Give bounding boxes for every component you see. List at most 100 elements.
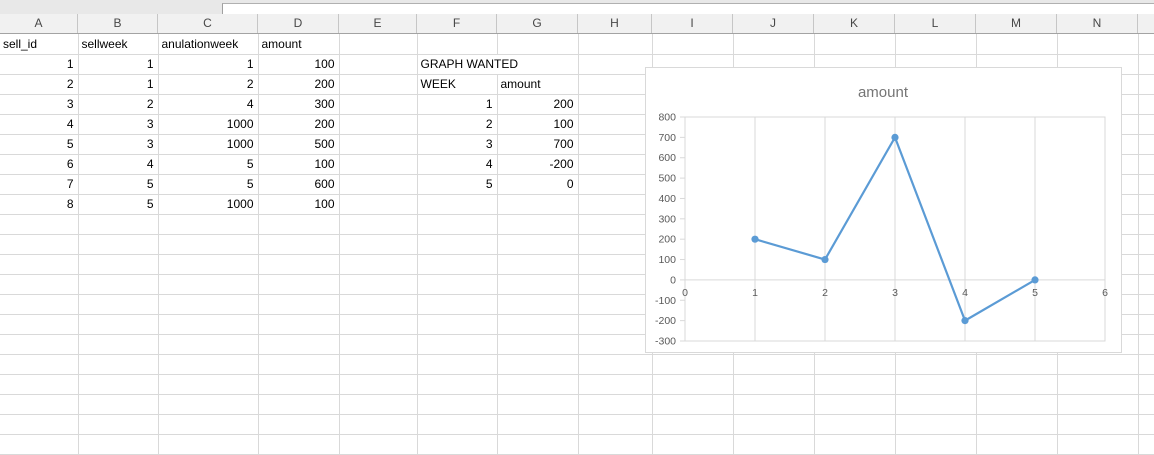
cell-X13[interactable] — [1138, 274, 1154, 295]
cell-B7[interactable]: 4 — [78, 154, 159, 175]
cell-M20[interactable] — [976, 414, 1058, 435]
cell-H21[interactable] — [578, 434, 653, 455]
cell-D14[interactable] — [258, 294, 340, 315]
cell-D9[interactable]: 100 — [258, 194, 340, 215]
cell-C3[interactable]: 2 — [158, 74, 259, 95]
cell-X10[interactable] — [1138, 214, 1154, 235]
cell-I18[interactable] — [652, 374, 734, 395]
cell-L19[interactable] — [895, 394, 977, 415]
cell-F4[interactable]: 1 — [417, 94, 498, 115]
cell-F12[interactable] — [417, 254, 498, 275]
column-header-M[interactable]: M — [976, 14, 1057, 33]
cell-G14[interactable] — [497, 294, 579, 315]
cell-C10[interactable] — [158, 214, 259, 235]
cell-B15[interactable] — [78, 314, 159, 335]
cell-F1[interactable] — [417, 34, 498, 55]
cell-X11[interactable] — [1138, 234, 1154, 255]
cell-G16[interactable] — [497, 334, 579, 355]
cell-X12[interactable] — [1138, 254, 1154, 275]
cell-D12[interactable] — [258, 254, 340, 275]
cell-H11[interactable] — [578, 234, 653, 255]
cell-A5[interactable]: 4 — [0, 114, 79, 135]
cell-C17[interactable] — [158, 354, 259, 375]
cell-A20[interactable] — [0, 414, 79, 435]
cell-A6[interactable]: 5 — [0, 134, 79, 155]
cell-G3[interactable]: amount — [497, 74, 579, 95]
cell-D7[interactable]: 100 — [258, 154, 340, 175]
cell-X14[interactable] — [1138, 294, 1154, 315]
cell-D17[interactable] — [258, 354, 340, 375]
column-header-A[interactable]: A — [0, 14, 78, 33]
cell-X19[interactable] — [1138, 394, 1154, 415]
cell-H5[interactable] — [578, 114, 653, 135]
cell-N19[interactable] — [1057, 394, 1139, 415]
cell-X1[interactable] — [1138, 34, 1154, 55]
cell-N21[interactable] — [1057, 434, 1139, 455]
cell-B8[interactable]: 5 — [78, 174, 159, 195]
cell-M17[interactable] — [976, 354, 1058, 375]
cell-B6[interactable]: 3 — [78, 134, 159, 155]
cell-L1[interactable] — [895, 34, 977, 55]
cell-K1[interactable] — [814, 34, 896, 55]
data-point[interactable] — [891, 133, 899, 141]
cell-X4[interactable] — [1138, 94, 1154, 115]
cell-A10[interactable] — [0, 214, 79, 235]
cell-A2[interactable]: 1 — [0, 54, 79, 75]
cell-N18[interactable] — [1057, 374, 1139, 395]
cell-A16[interactable] — [0, 334, 79, 355]
cell-C19[interactable] — [158, 394, 259, 415]
column-header-N[interactable]: N — [1057, 14, 1138, 33]
cell-H8[interactable] — [578, 174, 653, 195]
cell-H15[interactable] — [578, 314, 653, 335]
cell-H1[interactable] — [578, 34, 653, 55]
cell-D20[interactable] — [258, 414, 340, 435]
cell-B4[interactable]: 2 — [78, 94, 159, 115]
cell-B18[interactable] — [78, 374, 159, 395]
cell-A15[interactable] — [0, 314, 79, 335]
cell-M21[interactable] — [976, 434, 1058, 455]
cell-E6[interactable] — [339, 134, 418, 155]
cell-I20[interactable] — [652, 414, 734, 435]
cell-H12[interactable] — [578, 254, 653, 275]
column-header-F[interactable]: F — [417, 14, 497, 33]
cell-F17[interactable] — [417, 354, 498, 375]
cell-D8[interactable]: 600 — [258, 174, 340, 195]
cell-G4[interactable]: 200 — [497, 94, 579, 115]
cell-X5[interactable] — [1138, 114, 1154, 135]
cell-D4[interactable]: 300 — [258, 94, 340, 115]
cell-I21[interactable] — [652, 434, 734, 455]
cell-X9[interactable] — [1138, 194, 1154, 215]
cell-F3[interactable]: WEEK — [417, 74, 498, 95]
cell-C11[interactable] — [158, 234, 259, 255]
cell-C2[interactable]: 1 — [158, 54, 259, 75]
cell-G15[interactable] — [497, 314, 579, 335]
cell-D2[interactable]: 100 — [258, 54, 340, 75]
cell-A11[interactable] — [0, 234, 79, 255]
cell-I1[interactable] — [652, 34, 734, 55]
cell-X20[interactable] — [1138, 414, 1154, 435]
cell-E12[interactable] — [339, 254, 418, 275]
cell-L21[interactable] — [895, 434, 977, 455]
cell-E15[interactable] — [339, 314, 418, 335]
cell-E9[interactable] — [339, 194, 418, 215]
cell-F7[interactable]: 4 — [417, 154, 498, 175]
cell-K21[interactable] — [814, 434, 896, 455]
cell-A9[interactable]: 8 — [0, 194, 79, 215]
cell-B19[interactable] — [78, 394, 159, 415]
cell-B17[interactable] — [78, 354, 159, 375]
cell-F13[interactable] — [417, 274, 498, 295]
cell-E11[interactable] — [339, 234, 418, 255]
cell-G8[interactable]: 0 — [497, 174, 579, 195]
cell-F19[interactable] — [417, 394, 498, 415]
cell-C12[interactable] — [158, 254, 259, 275]
column-header-B[interactable]: B — [78, 14, 158, 33]
cell-C21[interactable] — [158, 434, 259, 455]
cell-E17[interactable] — [339, 354, 418, 375]
cell-G20[interactable] — [497, 414, 579, 435]
cell-C18[interactable] — [158, 374, 259, 395]
cell-A13[interactable] — [0, 274, 79, 295]
column-header-K[interactable]: K — [814, 14, 895, 33]
cell-B2[interactable]: 1 — [78, 54, 159, 75]
cell-X8[interactable] — [1138, 174, 1154, 195]
cell-F9[interactable] — [417, 194, 498, 215]
